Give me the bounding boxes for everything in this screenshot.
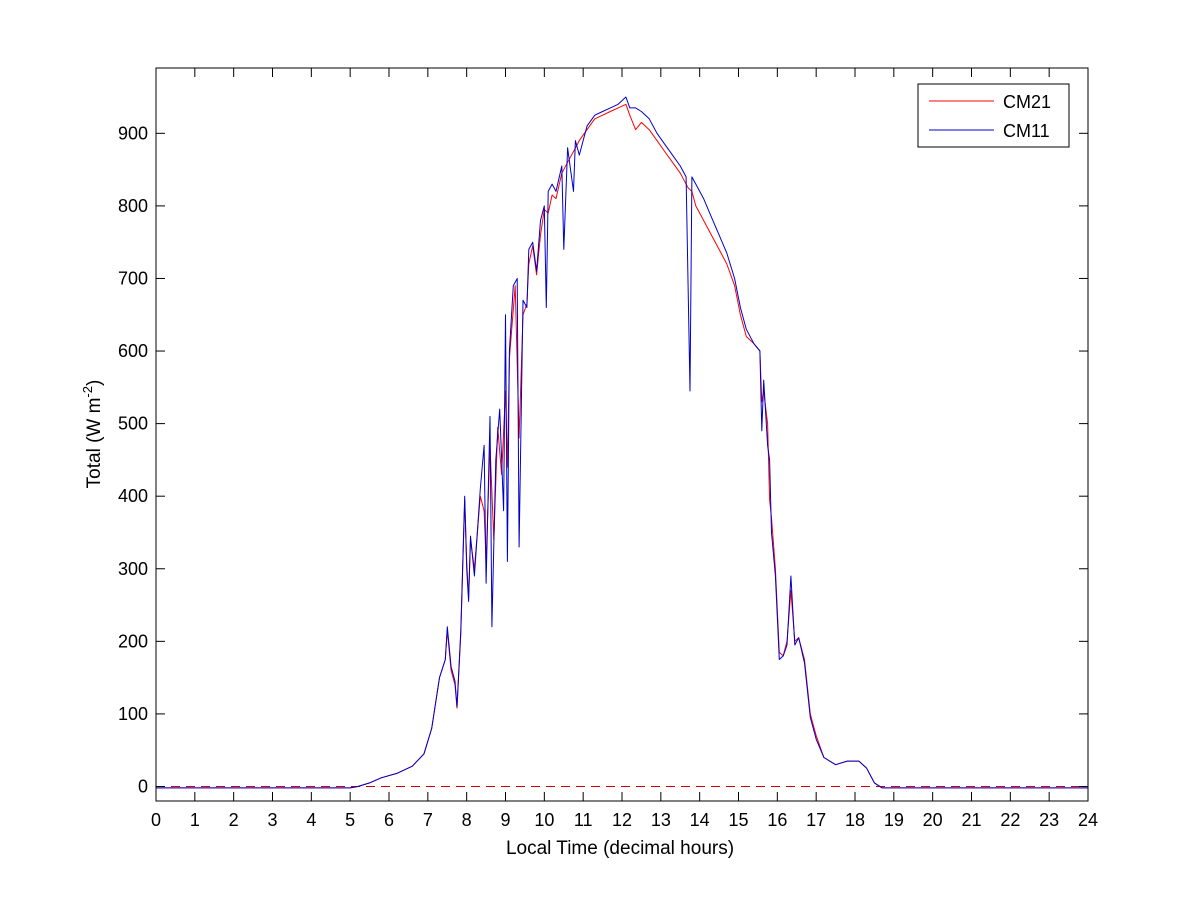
- legend-label-cm21: CM21: [1003, 92, 1051, 112]
- x-tick-label: 10: [534, 810, 554, 830]
- x-tick-label: 0: [151, 810, 161, 830]
- x-tick-label: 23: [1039, 810, 1059, 830]
- y-axis-title-sup: -2: [80, 386, 95, 398]
- x-tick-label: 15: [728, 810, 748, 830]
- legend: CM21 CM11: [917, 83, 1070, 148]
- x-tick-label: 7: [423, 810, 433, 830]
- y-tick-label: 100: [118, 704, 148, 724]
- x-tick-label: 20: [923, 810, 943, 830]
- x-tick-label: 1: [190, 810, 200, 830]
- y-tick-label: 600: [118, 341, 148, 361]
- x-tick-label: 6: [384, 810, 394, 830]
- x-tick-label: 19: [884, 810, 904, 830]
- x-axis-title: Local Time (decimal hours): [506, 838, 734, 859]
- x-tick-label: 24: [1078, 810, 1098, 830]
- y-tick-label: 500: [118, 414, 148, 434]
- y-tick-label: 300: [118, 559, 148, 579]
- x-tick-label: 4: [306, 810, 316, 830]
- x-tick-label: 11: [574, 810, 593, 830]
- y-axis-title-base: Total (W m: [84, 398, 105, 489]
- series-line-cm11: [156, 96, 1088, 789]
- x-tick-label: 3: [267, 810, 277, 830]
- x-tick-label: 16: [767, 810, 787, 830]
- y-tick-label: 400: [118, 486, 148, 506]
- x-tick-label: 18: [845, 810, 865, 830]
- x-tick-label: 5: [345, 810, 355, 830]
- series-layer: [156, 96, 1088, 789]
- x-tick-label: 2: [229, 810, 239, 830]
- y-tick-label: 900: [118, 123, 148, 143]
- x-tick-label: 17: [806, 810, 826, 830]
- y-tick-label: 700: [118, 268, 148, 288]
- x-tick-label: 13: [651, 810, 671, 830]
- x-tick-label: 14: [690, 810, 710, 830]
- y-tick-labels: 0 100 200 300 400 500 600 700 800 900: [118, 123, 148, 796]
- plot-area: [156, 68, 1088, 801]
- x-tick-labels: 0 1 2 3 4 5 6 7 8 9 10 11 12 13 14 15 16 17 18 19 20 21 22 23 24: [151, 810, 1098, 830]
- y-tick-label: 800: [118, 196, 148, 216]
- legend-box: [917, 83, 1070, 148]
- x-tick-label: 8: [462, 810, 472, 830]
- legend-label-cm11: CM11: [1003, 121, 1050, 141]
- y-axis-title-tail: ): [84, 380, 105, 386]
- y-axis-title: Total (W m-2): [80, 380, 105, 489]
- ticks-layer: [155, 68, 1089, 801]
- y-tick-label: 200: [118, 631, 148, 651]
- x-tick-label: 12: [612, 810, 632, 830]
- y-tick-label: 0: [138, 776, 148, 796]
- x-tick-label: 22: [1000, 810, 1020, 830]
- x-tick-label: 21: [961, 810, 981, 830]
- x-tick-label: 9: [500, 810, 510, 830]
